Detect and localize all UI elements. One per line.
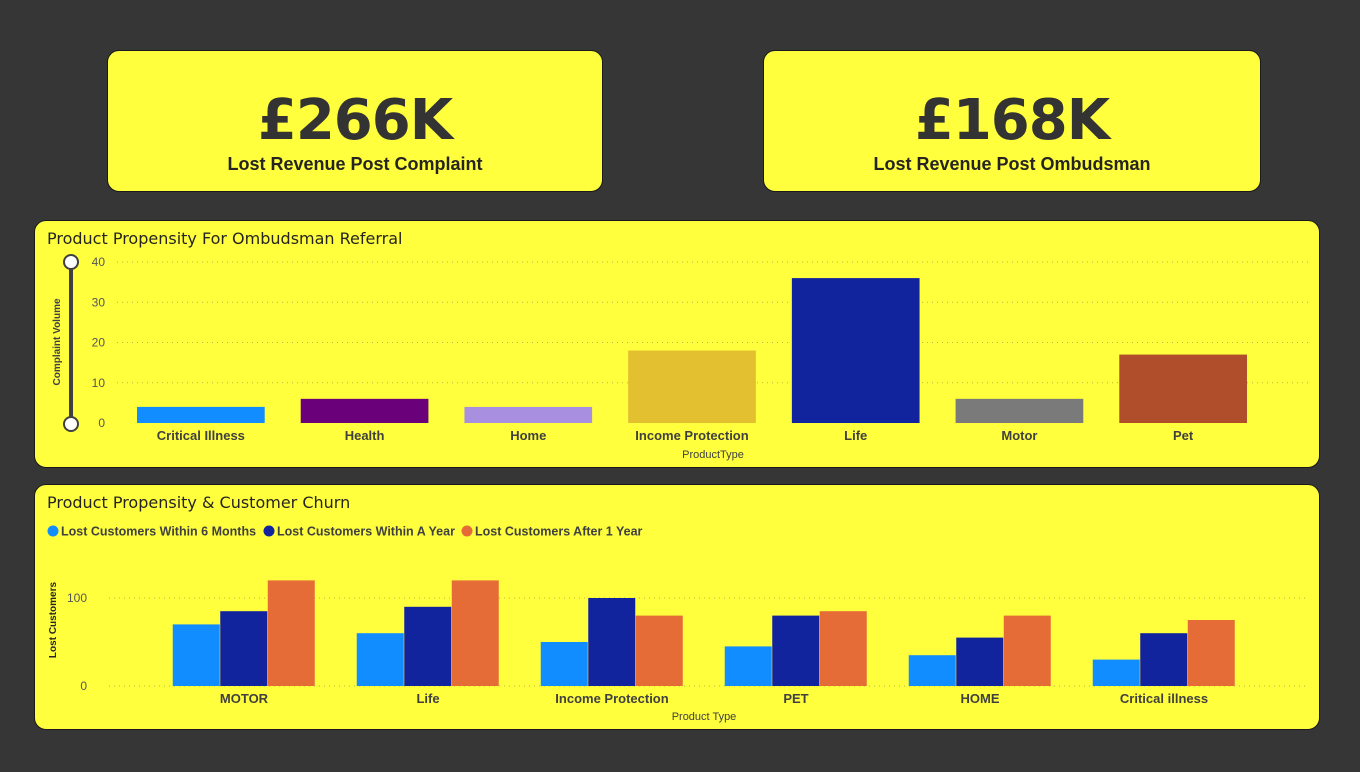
y-tick-label: 20 (92, 336, 106, 350)
legend-label: Lost Customers After 1 Year (475, 525, 643, 539)
bar (791, 278, 920, 423)
bar (220, 611, 268, 686)
bar (137, 406, 265, 423)
customer-churn-bar-chart: Lost Customers Within 6 Months Lost Custo… (47, 525, 1309, 723)
y-tick-label: 0 (98, 416, 105, 430)
ombudsman-referral-chart-panel: Product Propensity For Ombudsman Referra… (34, 220, 1320, 468)
x-axis-title: Product Type (672, 711, 737, 723)
bar (1140, 633, 1188, 686)
bar (1003, 615, 1051, 686)
range-slider-handle-top (63, 254, 79, 270)
chart-title: Product Propensity & Customer Churn (47, 493, 351, 512)
y-axis-title: Complaint Volume (52, 298, 63, 385)
y-tick-label: 10 (92, 376, 106, 390)
y-tick-label: 40 (92, 255, 106, 269)
kpi-label: Lost Revenue Post Complaint (227, 154, 483, 174)
y-tick-label: 0 (80, 679, 87, 693)
kpi-value: £266K (257, 88, 453, 153)
legend-label: Lost Customers Within A Year (277, 525, 455, 539)
bar (588, 598, 636, 686)
x-tick-label: Critical Illness (157, 428, 245, 443)
bar (819, 611, 867, 686)
bar (724, 646, 772, 686)
kpi-label: Lost Revenue Post Ombudsman (873, 154, 1151, 174)
chart-title: Product Propensity For Ombudsman Referra… (47, 229, 403, 248)
bar (464, 406, 593, 423)
kpi-value: £168K (914, 88, 1110, 153)
x-tick-label: HOME (961, 691, 1000, 706)
kpi-card-lost-revenue-complaint: £266K Lost Revenue Post Complaint (107, 50, 603, 192)
customer-churn-chart-panel: Product Propensity & Customer Churn Lost… (34, 484, 1320, 730)
x-tick-label: Life (844, 428, 867, 443)
range-slider-handle-bottom (63, 416, 79, 432)
bar (1092, 659, 1140, 686)
kpi-card-lost-revenue-ombudsman: £168K Lost Revenue Post Ombudsman (763, 50, 1261, 192)
bar (1187, 620, 1235, 686)
x-tick-label: Health (345, 428, 385, 443)
ombudsman-referral-bar-chart: 0 10 20 30 40 Critical Illness Health Home Incom… (52, 254, 1309, 461)
bar (1119, 354, 1247, 423)
legend-label: Lost Customers Within 6 Months (61, 525, 256, 539)
x-tick-label: Critical illness (1120, 691, 1208, 706)
bar (628, 350, 756, 423)
bar (300, 398, 429, 423)
x-tick-label: Income Protection (555, 691, 668, 706)
legend-marker (47, 525, 59, 537)
bar (540, 642, 588, 686)
bar (404, 606, 452, 686)
x-tick-label: MOTOR (220, 691, 269, 706)
y-tick-label: 30 (92, 295, 106, 309)
x-tick-label: PET (783, 691, 808, 706)
legend-marker (263, 525, 275, 537)
x-tick-label: Motor (1001, 428, 1037, 443)
bar (908, 655, 956, 686)
x-tick-label: Income Protection (635, 428, 748, 443)
x-axis-title: ProductType (682, 449, 744, 461)
bar (356, 633, 404, 686)
y-axis-title: Lost Customers (48, 582, 59, 659)
bar (267, 580, 315, 686)
x-tick-label: Life (416, 691, 439, 706)
bar (172, 624, 220, 686)
x-tick-label: Home (510, 428, 546, 443)
bar (451, 580, 499, 686)
bar (772, 615, 820, 686)
bar (956, 637, 1004, 686)
legend-marker (461, 525, 473, 537)
bar (955, 398, 1084, 423)
x-tick-label: Pet (1173, 428, 1194, 443)
y-tick-label: 100 (67, 591, 87, 605)
bar (635, 615, 683, 686)
